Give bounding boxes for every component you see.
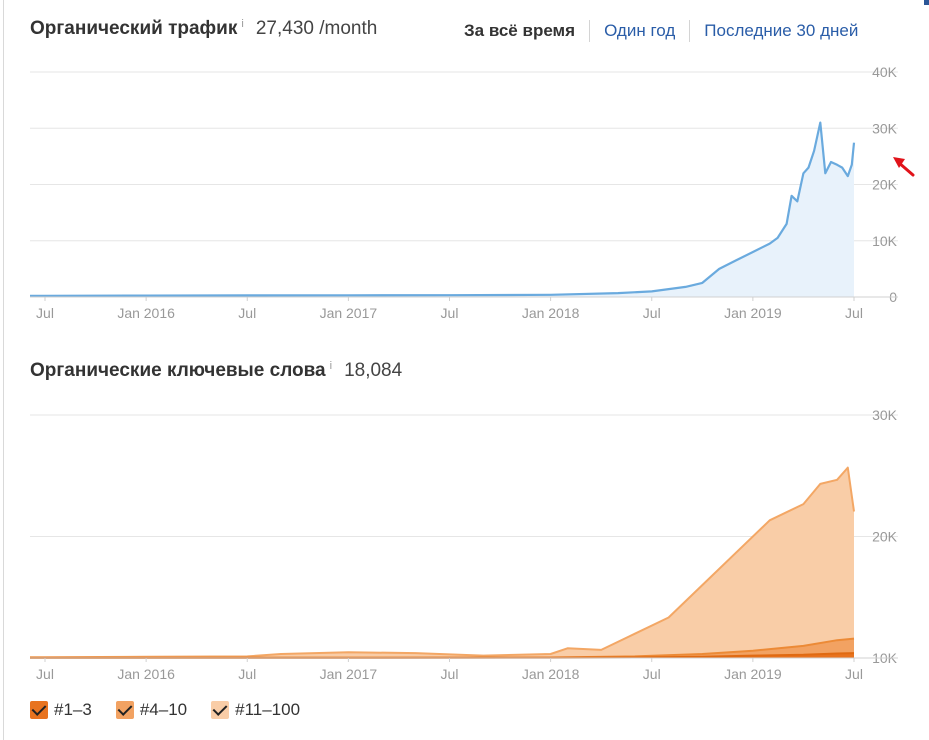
keywords-info-icon[interactable]: i [329,360,333,372]
y-tick-label: 40K [872,64,898,80]
x-tick-label: Jan 2019 [724,666,782,682]
x-tick-label: Jul [238,666,256,682]
traffic-info-icon[interactable]: i [241,18,244,30]
x-tick-label: Jul [643,666,661,682]
x-tick-label: Jul [36,666,54,682]
range-separator [589,20,591,42]
y-tick-label: 20K [872,529,898,545]
range-all-time[interactable]: За всё время [464,21,576,40]
legend-label: #11–100 [235,700,301,719]
range-last-30-days[interactable]: Последние 30 дней [704,21,859,40]
keywords-legend: #1–3 #4–10 #11–100 [30,700,324,720]
keywords-title: Органические ключевые слова [30,360,326,381]
y-tick-label: 10K [872,233,898,249]
x-tick-label: Jan 2017 [320,666,378,682]
x-tick-label: Jul [845,666,863,682]
traffic-line [30,121,856,297]
x-tick-label: Jul [36,305,54,321]
x-tick-label: Jul [643,305,661,321]
x-tick-label: Jan 2017 [320,305,378,321]
legend-label: #4–10 [139,700,188,719]
traffic-value: 27,430 /month [255,18,378,39]
legend-checkbox[interactable] [30,701,48,719]
range-separator [689,20,691,42]
x-tick-label: Jan 2018 [522,305,580,321]
legend-label: #1–3 [54,700,92,719]
legend-checkbox[interactable] [211,701,230,719]
check-icon [31,701,47,716]
x-tick-label: Jan 2016 [117,666,175,682]
legend-item-top3[interactable]: #1–3 [30,700,92,720]
legend-item-top10[interactable]: #4–10 [115,700,188,720]
range-one-year[interactable]: Один год [604,21,676,40]
x-tick-label: Jul [845,305,863,321]
legend-checkbox[interactable] [115,701,134,719]
traffic-area [30,122,854,297]
y-tick-label: 30K [872,407,898,423]
keywords-area [30,467,854,658]
x-tick-label: Jan 2016 [117,305,175,321]
keywords-line [30,466,855,659]
x-tick-label: Jan 2019 [724,305,782,321]
traffic-header: Органический трафик i 27,430 /month [30,18,377,40]
y-tick-label: 30K [872,120,898,136]
corner-marker [924,0,929,5]
check-icon [117,701,133,716]
annotation-arrow-head [893,157,905,168]
x-tick-label: Jul [238,305,256,321]
y-tick-label: 20K [872,177,898,193]
legend-item-top100[interactable]: #11–100 [211,700,300,720]
keywords-value: 18,084 [344,360,403,381]
left-edge-line [3,0,4,740]
check-icon [212,701,228,716]
time-range-selector: За всё время Один год Последние 30 дней [464,20,858,42]
x-tick-label: Jul [441,666,459,682]
x-tick-label: Jul [441,305,459,321]
keywords-header: Органические ключевые слова i 18,084 [30,360,402,382]
traffic-title: Органический трафик [30,18,238,39]
x-tick-label: Jan 2018 [522,666,580,682]
